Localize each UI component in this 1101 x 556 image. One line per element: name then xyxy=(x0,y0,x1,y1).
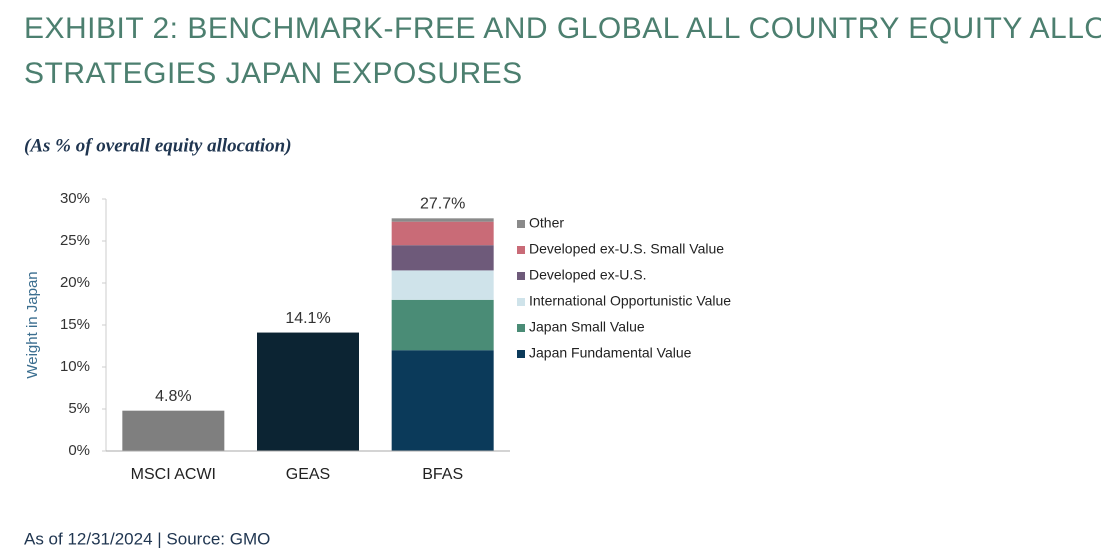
bar-segment xyxy=(391,245,494,271)
chart-title: STRATEGIES JAPAN EXPOSURES xyxy=(24,57,523,90)
y-tick-label: 0% xyxy=(68,442,90,459)
legend-label: Developed ex-U.S. Small Value xyxy=(529,241,724,257)
y-axis-label: Weight in Japan xyxy=(24,271,41,378)
bar-segment xyxy=(391,350,494,451)
chart-title: EXHIBIT 2: BENCHMARK-FREE AND GLOBAL ALL… xyxy=(24,12,1101,45)
total-label: 4.8% xyxy=(155,388,191,405)
total-label: 27.7% xyxy=(420,196,465,213)
legend-swatch xyxy=(517,272,525,280)
y-tick-label: 30% xyxy=(60,190,90,207)
bar xyxy=(257,332,359,451)
legend-label: Developed ex-U.S. xyxy=(529,267,647,283)
y-tick-label: 20% xyxy=(60,274,90,291)
x-tick-label: MSCI ACWI xyxy=(131,466,216,483)
y-tick-label: 10% xyxy=(60,358,90,375)
bar-segment xyxy=(391,270,494,300)
legend-swatch xyxy=(517,220,525,228)
x-tick-label: BFAS xyxy=(422,466,463,483)
legend-swatch xyxy=(517,298,525,306)
legend-label: Other xyxy=(529,215,564,231)
chart-subtitle: (As % of overall equity allocation) xyxy=(24,135,292,156)
bar-segment xyxy=(391,299,494,351)
footnote: As of 12/31/2024 | Source: GMO xyxy=(24,529,270,548)
total-label: 14.1% xyxy=(285,310,330,327)
bar-segment xyxy=(391,221,494,246)
legend-swatch xyxy=(517,324,525,332)
y-tick-label: 15% xyxy=(60,316,90,333)
legend-swatch xyxy=(517,350,525,358)
bar-segment xyxy=(391,218,494,222)
legend-label: International Opportunistic Value xyxy=(529,293,731,309)
legend-label: Japan Small Value xyxy=(529,319,645,335)
bar xyxy=(122,410,225,451)
x-tick-label: GEAS xyxy=(286,466,330,483)
legend-swatch xyxy=(517,246,525,254)
legend-label: Japan Fundamental Value xyxy=(529,345,692,361)
y-tick-label: 25% xyxy=(60,232,90,249)
y-tick-label: 5% xyxy=(68,400,90,417)
